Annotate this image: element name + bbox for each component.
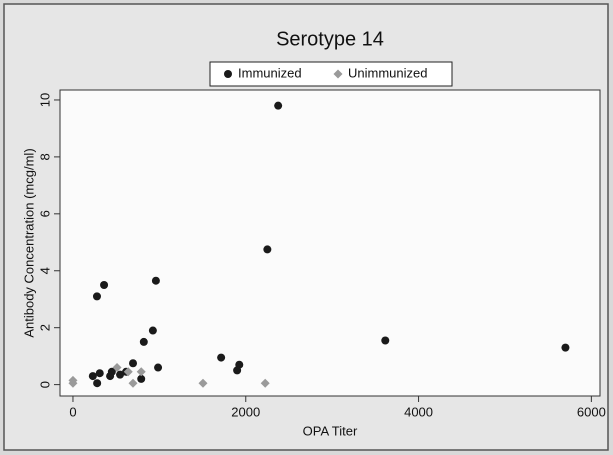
point bbox=[136, 367, 146, 377]
point bbox=[151, 276, 160, 285]
point bbox=[129, 359, 138, 368]
point bbox=[137, 374, 146, 383]
x-tick-label: 6000 bbox=[577, 404, 606, 419]
legend bbox=[209, 61, 453, 87]
point bbox=[381, 336, 390, 345]
y-axis-label: Antibody Concentration (mcg/ml) bbox=[21, 148, 36, 337]
y-tick-label: 6 bbox=[37, 210, 52, 217]
point bbox=[263, 245, 272, 254]
point bbox=[92, 292, 101, 301]
x-tick-label: 4000 bbox=[404, 404, 433, 419]
point bbox=[128, 378, 138, 388]
point bbox=[93, 379, 102, 388]
point bbox=[154, 363, 163, 372]
point bbox=[95, 369, 104, 378]
point bbox=[260, 378, 270, 388]
point bbox=[274, 101, 283, 110]
point bbox=[112, 363, 122, 373]
x-tick-label: 2000 bbox=[231, 404, 260, 419]
legend-label: Immunized bbox=[238, 65, 302, 80]
point bbox=[88, 372, 97, 381]
y-tick-label: 8 bbox=[37, 153, 52, 160]
legend-label: Unimmunized bbox=[348, 65, 427, 80]
plot-area bbox=[59, 89, 601, 397]
y-tick-label: 2 bbox=[37, 324, 52, 331]
x-tick-label: 0 bbox=[69, 404, 76, 419]
point bbox=[100, 280, 109, 289]
point bbox=[217, 353, 226, 362]
y-tick-label: 0 bbox=[37, 381, 52, 388]
legend-marker bbox=[224, 70, 232, 78]
chart-title: Serotype 14 bbox=[276, 28, 384, 50]
point bbox=[198, 378, 208, 388]
point bbox=[139, 337, 148, 346]
point bbox=[233, 366, 242, 375]
y-tick-label: 10 bbox=[37, 93, 52, 107]
point bbox=[68, 378, 78, 388]
legend-marker bbox=[333, 69, 343, 79]
point bbox=[148, 326, 157, 335]
point bbox=[107, 367, 116, 376]
point bbox=[123, 367, 133, 377]
point bbox=[116, 370, 125, 379]
x-axis-label: OPA Titer bbox=[303, 423, 358, 438]
y-tick-label: 4 bbox=[37, 267, 52, 274]
point bbox=[561, 343, 570, 352]
